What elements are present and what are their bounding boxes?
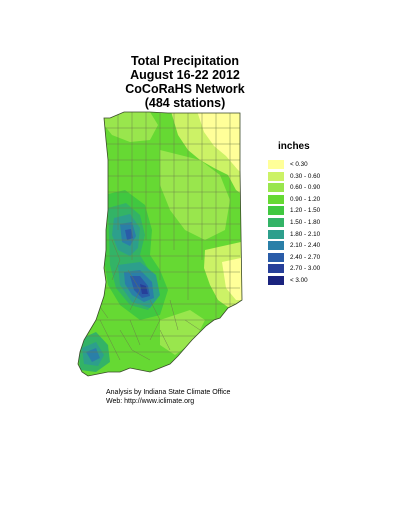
- county-boundaries: [80, 112, 240, 361]
- wet-zone-5-north: [125, 229, 133, 240]
- legend-item: 0.60 - 0.90: [268, 182, 358, 194]
- title-line-3: CoCoRaHS Network: [125, 82, 245, 96]
- wet-zone-6-south: [140, 284, 148, 294]
- moderate-zone-south: [160, 310, 205, 355]
- driest-zone-se: [222, 256, 242, 300]
- legend-item: 0.30 - 0.60: [268, 171, 358, 183]
- legend-swatch: [268, 252, 284, 262]
- map-title: Total Precipitation August 16-22 2012 Co…: [90, 54, 280, 110]
- legend-label: 0.90 - 1.20: [290, 195, 321, 203]
- legend-label: < 3.00: [290, 276, 308, 284]
- credit-web: Web: http://www.iclimate.org: [106, 398, 195, 405]
- legend-swatch: [268, 241, 284, 251]
- moderate-zone-nw: [104, 112, 158, 142]
- legend-label: 1.20 - 1.50: [290, 207, 321, 215]
- moderate-zone-central: [160, 150, 230, 240]
- title-line-1: Total Precipitation: [130, 54, 240, 68]
- legend-swatch: [268, 275, 284, 285]
- legend-label: 0.60 - 0.90: [290, 184, 321, 192]
- legend-item: < 3.00: [268, 275, 358, 287]
- legend-swatch: [268, 229, 284, 239]
- credits: Analysis by Indiana State Climate Office…: [106, 388, 230, 406]
- legend-item: 2.70 - 3.00: [268, 263, 358, 275]
- legend-swatch: [268, 217, 284, 227]
- legend-item: 1.80 - 2.10: [268, 229, 358, 241]
- legend-item: 0.90 - 1.20: [268, 194, 358, 206]
- legend-label: 2.10 - 2.40: [290, 242, 321, 250]
- legend-label: < 0.30: [290, 161, 308, 168]
- legend-swatch: [268, 171, 284, 181]
- title-line-2: August 16-22 2012: [130, 68, 240, 82]
- legend-label: 2.40 - 2.70: [290, 253, 321, 261]
- legend-swatch: [268, 194, 284, 204]
- legend-swatch: [268, 264, 284, 274]
- credit-analysis: Analysis by Indiana State Climate Office: [106, 389, 231, 396]
- title-line-4: (484 stations): [144, 96, 226, 110]
- legend-item: 1.50 - 1.80: [268, 217, 358, 229]
- legend-item: 2.40 - 2.70: [268, 252, 358, 264]
- legend-swatch: [268, 206, 284, 216]
- legend-label: 1.80 - 2.10: [290, 230, 321, 238]
- wet-zone-sw-3: [86, 348, 100, 362]
- legend: < 0.30 0.30 - 0.60 0.60 - 0.90 0.90 - 1.20 1…: [268, 159, 358, 287]
- legend-item: < 0.30: [268, 159, 358, 171]
- legend-label: 0.30 - 0.60: [290, 172, 321, 180]
- legend-label: 2.70 - 3.00: [290, 265, 321, 273]
- legend-label: 1.50 - 1.80: [290, 218, 321, 226]
- legend-swatch: [268, 183, 284, 193]
- legend-title: inches: [278, 141, 310, 152]
- indiana-outline: [77, 111, 243, 377]
- legend-item: 2.10 - 2.40: [268, 240, 358, 252]
- legend-item: 1.20 - 1.50: [268, 205, 358, 217]
- legend-swatch: [268, 160, 284, 169]
